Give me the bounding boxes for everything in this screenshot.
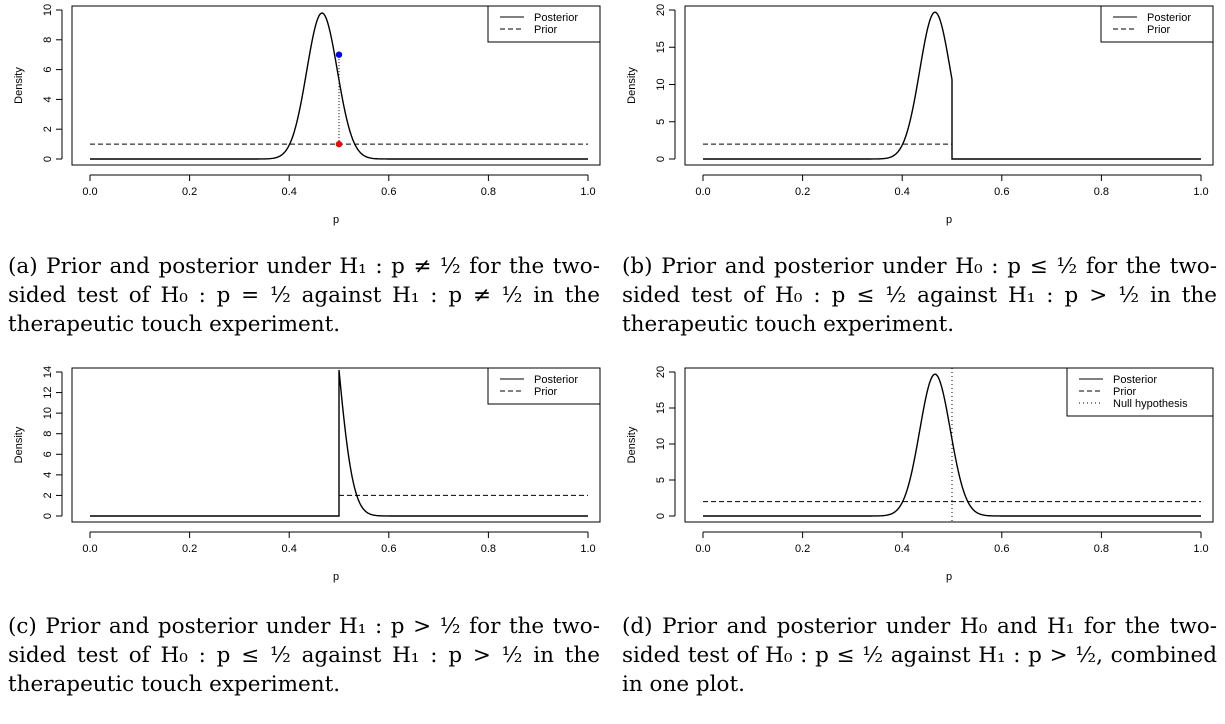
x-tick-label: 0.0 bbox=[695, 186, 710, 198]
caption-c: (c) Prior and posterior under H₁ : p > ½… bbox=[8, 614, 600, 697]
x-tick-label: 0.4 bbox=[282, 543, 297, 555]
x-tick-label: 0.8 bbox=[1094, 186, 1109, 198]
x-tick-label: 0.6 bbox=[994, 186, 1009, 198]
legend-label: Null hypothesis bbox=[1113, 398, 1188, 410]
y-tick-label: 5 bbox=[655, 477, 667, 483]
x-tick-label: 0.2 bbox=[182, 186, 197, 198]
plot-frame bbox=[71, 367, 601, 523]
plot-frame bbox=[71, 5, 601, 166]
x-axis-label: p bbox=[333, 571, 339, 583]
x-tick-label: 1.0 bbox=[1193, 186, 1208, 198]
legend-label: Prior bbox=[534, 24, 558, 36]
legend-label: Posterior bbox=[1113, 374, 1157, 386]
x-tick-label: 0.4 bbox=[895, 186, 910, 198]
y-tick-label: 20 bbox=[655, 366, 667, 378]
x-axis-label: p bbox=[333, 214, 339, 226]
chart-c: 0.0 0.2 0.4 0.6 0.8 1.0 p 0 2 4 6 8 10 12 14 Density Pos… bbox=[13, 366, 601, 583]
x-tick-label: 0.0 bbox=[82, 543, 97, 555]
legend-box bbox=[1066, 367, 1214, 417]
x-tick-label: 0.4 bbox=[282, 186, 297, 198]
legend-label: Prior bbox=[534, 386, 558, 398]
y-tick-label: 5 bbox=[655, 119, 667, 125]
y-tick-label: 14 bbox=[42, 366, 54, 378]
marker-point bbox=[335, 51, 343, 58]
x-tick-label: 0.2 bbox=[795, 186, 810, 198]
x-tick-label: 0.8 bbox=[481, 186, 496, 198]
y-tick-label: 4 bbox=[42, 96, 54, 102]
legend-label: Posterior bbox=[534, 12, 578, 24]
y-axis-label: Density bbox=[13, 426, 25, 463]
legend-box bbox=[487, 5, 601, 43]
marker-point bbox=[335, 140, 343, 148]
chart-b: 0.0 0.2 0.4 0.6 0.8 1.0 p 0 5 10 15 20 Density Poster… bbox=[626, 4, 1214, 226]
caption-a: (a) Prior and posterior under H₁ : p ≠ ½… bbox=[8, 254, 600, 337]
x-tick-label: 0.2 bbox=[182, 543, 197, 555]
y-tick-label: 12 bbox=[42, 386, 54, 398]
y-tick-label: 10 bbox=[42, 407, 54, 419]
y-tick-label: 8 bbox=[42, 37, 54, 43]
y-tick-label: 20 bbox=[655, 4, 667, 16]
x-tick-label: 0.8 bbox=[481, 543, 496, 555]
legend-box bbox=[487, 367, 601, 405]
x-tick-label: 1.0 bbox=[580, 186, 595, 198]
y-tick-label: 0 bbox=[42, 156, 54, 162]
series-posterior bbox=[703, 11, 1201, 160]
caption-b: (b) Prior and posterior under H₀ : p ≤ ½… bbox=[622, 254, 1217, 337]
legend-label: Posterior bbox=[1147, 12, 1191, 24]
y-tick-label: 10 bbox=[655, 438, 667, 450]
y-tick-label: 6 bbox=[42, 451, 54, 457]
plot-frame bbox=[684, 367, 1214, 523]
series-posterior bbox=[703, 373, 1201, 517]
x-tick-label: 0.4 bbox=[895, 543, 910, 555]
chart-a: 0.0 0.2 0.4 0.6 0.8 1.0 p 0 2 4 6 8 10 Density Posteri… bbox=[13, 4, 601, 226]
y-tick-label: 15 bbox=[655, 41, 667, 53]
caption-d: (d) Prior and posterior under H₀ and H₁ … bbox=[622, 614, 1217, 697]
x-tick-label: 1.0 bbox=[1193, 543, 1208, 555]
y-tick-label: 0 bbox=[655, 156, 667, 162]
x-tick-label: 0.6 bbox=[381, 186, 396, 198]
y-tick-label: 8 bbox=[42, 431, 54, 437]
y-tick-label: 6 bbox=[42, 67, 54, 73]
series-posterior bbox=[90, 369, 588, 517]
y-tick-label: 2 bbox=[42, 492, 54, 498]
x-axis-label: p bbox=[946, 571, 952, 583]
chart-d: 0.0 0.2 0.4 0.6 0.8 1.0 p 0 5 10 15 20 Density Poster… bbox=[626, 366, 1214, 583]
legend-label: Posterior bbox=[534, 374, 578, 386]
x-axis-label: p bbox=[946, 214, 952, 226]
y-axis-label: Density bbox=[626, 426, 638, 463]
x-tick-label: 0.8 bbox=[1094, 543, 1109, 555]
x-tick-label: 0.6 bbox=[381, 543, 396, 555]
y-axis-label: Density bbox=[13, 67, 25, 104]
x-tick-label: 0.6 bbox=[994, 543, 1009, 555]
y-tick-label: 0 bbox=[42, 513, 54, 519]
x-tick-label: 1.0 bbox=[580, 543, 595, 555]
x-tick-label: 0.2 bbox=[795, 543, 810, 555]
legend-box bbox=[1100, 5, 1214, 43]
legend-label: Prior bbox=[1113, 386, 1137, 398]
legend-label: Prior bbox=[1147, 24, 1171, 36]
y-tick-label: 15 bbox=[655, 402, 667, 414]
y-tick-label: 10 bbox=[655, 78, 667, 90]
series-posterior bbox=[90, 12, 588, 160]
y-tick-label: 2 bbox=[42, 126, 54, 132]
y-axis-label: Density bbox=[626, 67, 638, 104]
y-tick-label: 10 bbox=[42, 4, 54, 16]
y-tick-label: 4 bbox=[42, 472, 54, 478]
x-tick-label: 0.0 bbox=[82, 186, 97, 198]
x-tick-label: 0.0 bbox=[695, 543, 710, 555]
y-tick-label: 0 bbox=[655, 513, 667, 519]
plot-frame bbox=[684, 5, 1214, 166]
